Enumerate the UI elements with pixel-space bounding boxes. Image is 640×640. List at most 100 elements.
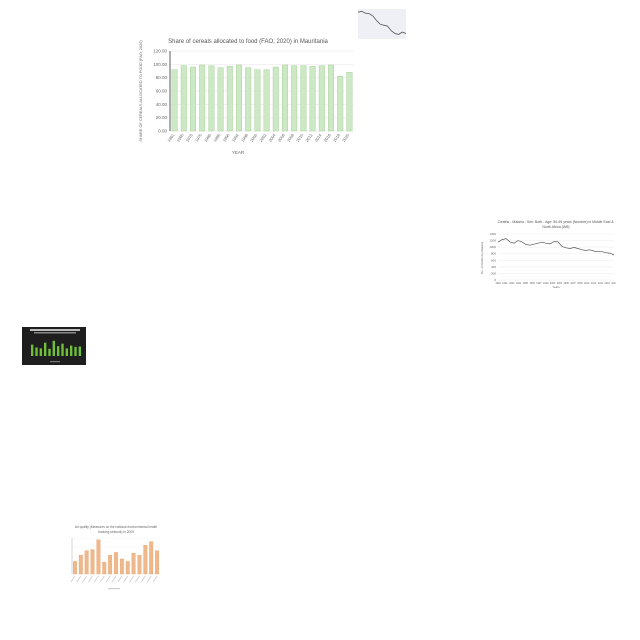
bar [96, 539, 101, 575]
bar [119, 558, 124, 575]
x-tick-label-placeholder [141, 575, 146, 583]
bar [282, 64, 288, 132]
y-tick-label: 600 [491, 258, 496, 262]
bar [346, 72, 353, 132]
bar [69, 345, 73, 356]
x-axis-label-placeholder [50, 361, 60, 363]
series-line [357, 10, 407, 35]
thumbnail-line-chart [352, 4, 408, 44]
bar [180, 65, 187, 132]
chart-title-line2: tracking network) in 2009 [98, 530, 134, 534]
main-bar-chart-svg: Share of cereals allocated to food (FAO,… [139, 39, 354, 155]
dark-bar-chart-svg [22, 327, 86, 365]
bar [35, 347, 38, 356]
x-tick-label: 1994 [231, 132, 241, 143]
x-tick-label: 2007 [570, 282, 576, 285]
chart-title: Share of cereals allocated to food (FAO,… [168, 39, 328, 45]
bar [171, 69, 178, 132]
x-tick-label-placeholder [129, 575, 134, 583]
x-tick-label: 1997 [536, 282, 542, 285]
y-tick-label: 800 [491, 252, 496, 256]
bar [56, 346, 60, 356]
chart-title-line1: Air quality (Measures on the national en… [75, 525, 157, 529]
air-quality-bar-chart-svg: Air quality (Measures on the national en… [70, 525, 160, 590]
x-tick-label: 2000 [550, 282, 556, 285]
chart-title-line1: Deaths - Malaria - Sex: Both - Age: 50-6… [498, 220, 614, 224]
bar [43, 342, 47, 356]
bar [217, 67, 224, 132]
x-tick-label: 1996 [529, 282, 535, 285]
chart-title-line2: North Africa (WB) [542, 225, 569, 229]
x-tick-label: 1961 [166, 132, 176, 143]
x-tick-label: 2006 [277, 132, 287, 143]
y-tick-label: 120.00 [153, 49, 167, 54]
bar [125, 561, 130, 575]
x-tick-label: 1980 [203, 132, 213, 143]
bar [318, 65, 325, 132]
thumbnail-line-chart-svg [352, 4, 408, 44]
x-tick-label: 2012 [304, 132, 314, 143]
bar [52, 340, 56, 356]
bar [226, 66, 233, 132]
bar [78, 346, 82, 356]
x-tick-label: 2003 [557, 282, 563, 285]
title-placeholder [30, 329, 80, 331]
bar [74, 346, 77, 356]
y-tick-label: 20.00 [156, 115, 168, 120]
x-tick-label: 2010 [295, 132, 305, 143]
bar [199, 64, 206, 132]
x-tick-label-placeholder [111, 575, 117, 583]
series-line [497, 238, 615, 256]
y-tick-label: 60.00 [156, 89, 168, 94]
x-tick-label: 2004 [267, 132, 277, 143]
bar [149, 541, 154, 575]
x-tick-label: 2019 [611, 282, 616, 285]
x-tick-label-placeholder [146, 575, 152, 583]
x-tick-label: 1991 [502, 282, 508, 285]
bar [236, 64, 242, 132]
bar [39, 348, 43, 356]
bar [102, 561, 107, 575]
x-tick-label: 1995 [523, 282, 529, 285]
y-tick-label: 100.00 [153, 62, 167, 67]
x-tick-label: 1999 [543, 282, 549, 285]
bar [131, 552, 136, 575]
x-axis-label: Years [552, 285, 560, 289]
x-tick-label: 2008 [286, 132, 296, 143]
x-tick-label-placeholder [70, 575, 76, 583]
x-tick-label: 2015 [598, 282, 604, 285]
x-tick-label-placeholder [152, 575, 158, 583]
bar [78, 555, 83, 575]
x-tick-label: 2002 [258, 132, 268, 143]
x-tick-label-placeholder [94, 575, 99, 583]
air-quality-bar-chart: Air quality (Measures on the national en… [60, 524, 164, 594]
y-tick-label: 1200 [489, 239, 496, 243]
x-tick-label: 2020 [341, 132, 351, 143]
x-tick-label: 2000 [249, 132, 259, 143]
bar [300, 65, 307, 132]
x-tick-label-placeholder [88, 575, 93, 583]
bar [254, 69, 261, 132]
bar [272, 66, 279, 132]
x-axis-label-placeholder [108, 588, 120, 590]
x-tick-label: 1993 [509, 282, 515, 285]
bar [137, 555, 142, 575]
x-tick-label-placeholder [123, 575, 129, 583]
bar [48, 348, 51, 356]
bar [263, 69, 270, 132]
y-tick-label: 40.00 [156, 102, 168, 107]
x-tick-label-placeholder [99, 575, 105, 583]
x-tick-label: 2014 [313, 132, 323, 143]
x-tick-label: 2005 [564, 282, 570, 285]
x-tick-label: 1990 [495, 282, 501, 285]
bar [90, 549, 95, 575]
y-tick-label: 0 [494, 278, 496, 282]
dark-bar-chart [22, 327, 86, 365]
x-tick-label: 2008 [577, 282, 583, 285]
x-tick-label-placeholder [135, 575, 140, 583]
y-tick-label: 0.00 [158, 129, 167, 134]
y-tick-label: 80.00 [156, 75, 168, 80]
x-tick-label-placeholder [105, 575, 111, 583]
x-tick-label: 1998 [240, 132, 250, 143]
y-axis-label: SHARE OF CEREALS ALLOCATED TO FOOD (FAO,… [139, 40, 143, 142]
